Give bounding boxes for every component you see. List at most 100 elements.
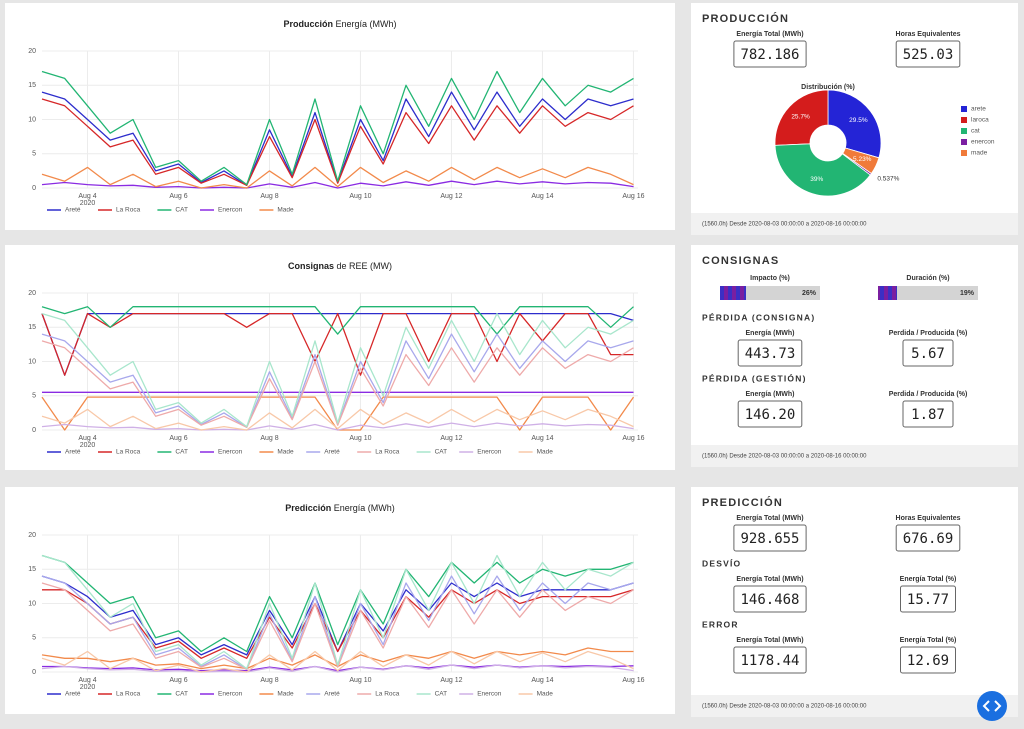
legend-swatch [961,150,967,156]
legend-label: CAT [175,691,188,698]
panel-card: PREDICCIÓN Energía Total (MWh) 928.655 Hora… [691,487,1018,717]
x-tick-label: Aug 12 [440,193,462,200]
legend-swatch [961,128,967,134]
series-line [41,98,634,186]
legend-label: Areté [65,207,81,214]
metric-box [900,585,956,613]
x-tick-label: Aug 10 [349,677,371,684]
legend-label: Areté [324,691,340,698]
legend-label: Enercon [218,207,243,214]
series-line [41,408,634,431]
series-line [41,554,634,670]
button-icon[interactable] [982,700,990,712]
metric-value: 12.69 [907,653,949,669]
x-tick-label: Aug 16 [622,677,644,684]
metric-value: 676.69 [903,531,954,547]
metric-label: Horas Equivalentes [896,515,961,522]
metric-label: Energía Total (MWh) [736,637,803,644]
metric-label: Perdida / Producida (%) [889,330,968,337]
pie-value-label: 25.7% [791,113,810,120]
chart-title-rest: de REE (MW) [337,261,393,271]
y-tick-label: 15 [28,82,36,89]
series-line [41,422,634,431]
metric-label: Energía Total (MWh) [736,576,803,583]
legend-label: Enercon [477,449,502,456]
pie-value-label: 5.23% [853,156,872,163]
series-line [41,70,634,186]
metric-box [733,646,807,674]
bar-track [878,286,978,300]
series-line [41,582,634,670]
metric-box [902,339,954,367]
metric-value: 15.77 [907,592,949,608]
y-tick-label: 10 [28,600,36,607]
x-tick-label: Aug 14 [531,677,553,684]
legend-label: Areté [65,449,81,456]
legend-label: Areté [324,449,340,456]
section-title: PÉRDIDA (GESTIÓN) [702,372,807,383]
y-tick-label: 5 [32,393,36,400]
metric-label: Energía Total (MWh) [736,31,803,38]
metric-value: 146.468 [740,592,799,608]
y-tick-label: 20 [28,48,36,55]
metric-label: Energía Total (MWh) [736,515,803,522]
metric-value: 1.87 [911,407,945,423]
pie-slice [827,89,882,159]
section-title: PÉRDIDA (CONSIGNA) [702,312,815,322]
metric-value: 443.73 [745,346,796,362]
panel-title: PREDICCIÓN [702,496,783,509]
x-tick-label: Aug 12 [440,435,462,442]
metric-label: Perdida / Producida (%) [889,391,968,398]
legend-label: La Roca [375,449,400,456]
footer-text: (1560.0h) Desde 2020-08-03 00:00:00 a 20… [702,222,867,228]
y-tick-label: 15 [28,324,36,331]
section-title: DESVÍO [702,558,741,568]
legend-label: Enercon [218,691,243,698]
x-tick-label: Aug 4 [78,193,96,200]
metric-box [895,524,961,552]
x-tick-label: Aug 8 [260,193,278,200]
metric-label: Energía Total (%) [900,576,957,583]
chart-title-bold: Predicción [285,503,331,513]
pie-slice [774,89,829,146]
legend-label: CAT [175,449,188,456]
footer-text: (1560.0h) Desde 2020-08-03 00:00:00 a 20… [702,704,867,710]
footer-bar [691,213,1018,235]
legend-label: Made [537,691,554,698]
button-circle[interactable] [977,691,1007,721]
x-tick-label: Aug 16 [622,435,644,442]
series-line [41,340,634,428]
legend-label: cat [971,128,980,135]
x-tick-label: Aug 12 [440,677,462,684]
legend-label: made [971,150,988,157]
code-button[interactable] [977,691,1007,721]
metric-label: Energía (MWh) [746,330,795,337]
bar-value: 19% [960,290,975,297]
legend-label: La Roca [116,691,141,698]
x-tick-label: Aug 16 [622,193,644,200]
footer-bar [691,445,1018,467]
x-tick-label: Aug 14 [531,193,553,200]
series-line [41,312,634,428]
card [5,3,675,230]
legend-label: Made [277,449,294,456]
x-tick-label: Aug 6 [169,435,187,442]
panel-card: PRODUCCIÓN Energía Total (MWh) 782.186 Hora… [691,3,1018,235]
chart-card: Producción Energía (MWh) 0 5 10 15 20 Aug 4202… [5,3,675,230]
bar-fill [878,286,897,300]
panel-title: CONSIGNAS [702,255,779,267]
metric-value: 1178.44 [740,653,799,669]
button-icon[interactable] [994,700,1002,712]
card [5,245,675,470]
legend-label: La Roca [116,449,141,456]
legend-label: CAT [435,691,448,698]
y-tick-label: 20 [28,290,36,297]
bar-label: Impacto (%) [750,275,790,282]
metric-value: 782.186 [740,47,799,63]
section-title: ERROR [702,619,739,629]
legend-swatch [961,106,967,112]
bar-label: Duración (%) [906,275,949,282]
x-year-label: 2020 [80,442,96,449]
bar-value: 26% [802,290,817,297]
